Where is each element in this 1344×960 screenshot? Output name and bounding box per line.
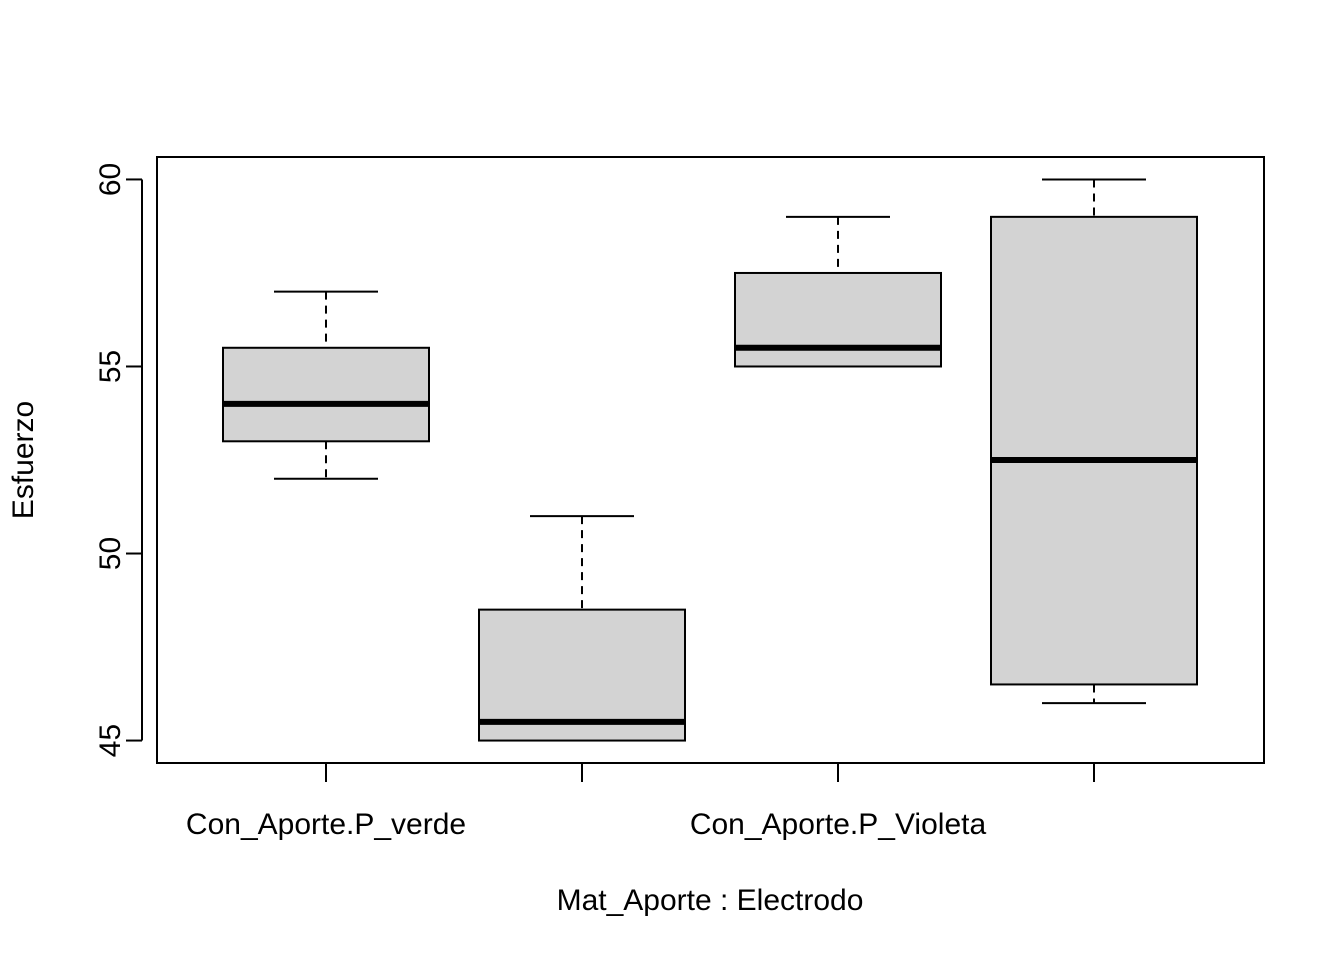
y-axis-title: Esfuerzo [7,401,40,519]
box [222,346,430,443]
y-tick-label: 55 [94,350,127,383]
plot-frame [156,156,1265,764]
x-tick-label: Con_Aporte.P_verde [186,808,466,841]
y-tick-label: 45 [94,724,127,757]
box [478,608,686,742]
y-tick-label: 60 [94,163,127,196]
box [734,271,942,368]
y-tick-label: 50 [94,537,127,570]
x-axis-title: Mat_Aporte : Electrodo [557,884,864,917]
x-tick-label: Con_Aporte.P_Violeta [690,808,987,841]
box [990,215,1198,686]
